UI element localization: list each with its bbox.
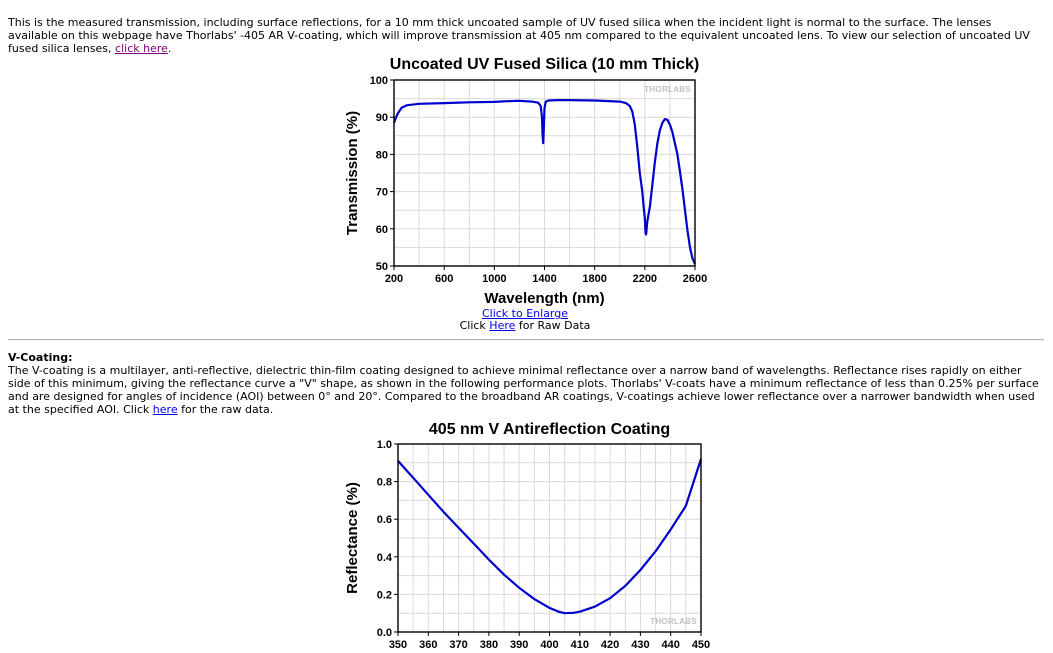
- y-tick-label: 50: [376, 261, 388, 273]
- x-tick-label: 410: [571, 639, 589, 651]
- enlarge-row: Click to Enlarge: [397, 308, 653, 320]
- y-tick-label: 70: [376, 187, 388, 199]
- raw-data-row: Click Here for Raw Data: [397, 320, 653, 332]
- y-tick-label: 0.6: [377, 514, 392, 526]
- thorlabs-watermark: THORLABS: [644, 85, 691, 94]
- intro-tail: .: [167, 42, 172, 55]
- x-tick-label: 380: [480, 639, 498, 651]
- chart-title: Uncoated UV Fused Silica (10 mm Thick): [390, 56, 699, 73]
- x-tick-label: 350: [389, 639, 407, 651]
- series-line-0: [397, 458, 703, 615]
- raw-data-prefix: Click: [459, 319, 490, 332]
- x-tick-label: 2200: [633, 273, 657, 285]
- x-tick-label: 430: [631, 639, 649, 651]
- raw-data-suffix: for Raw Data: [515, 319, 591, 332]
- y-tick-label: 60: [376, 224, 388, 236]
- x-tick-label: 360: [419, 639, 437, 651]
- y-tick-label: 100: [370, 75, 388, 87]
- thorlabs-watermark: THORLABS: [650, 617, 697, 626]
- series-line-0: [392, 98, 697, 265]
- y-tick-label: 0.0: [377, 627, 392, 639]
- raw-data-link[interactable]: Here: [489, 319, 516, 332]
- x-tick-label: 370: [449, 639, 467, 651]
- x-tick-label: 1400: [532, 273, 556, 285]
- reflectance-chart[interactable]: 405 nm V Antireflection Coating THORLABS 3…: [338, 415, 718, 653]
- x-tick-label: 390: [510, 639, 528, 651]
- y-tick-label: 0.8: [377, 477, 392, 489]
- intro-text: This is the measured transmission, inclu…: [8, 16, 1030, 55]
- v-coating-heading: V-Coating:: [8, 351, 73, 364]
- x-tick-label: 200: [385, 273, 403, 285]
- transmission-chart[interactable]: Uncoated UV Fused Silica (10 mm Thick) TH…: [338, 52, 718, 312]
- y-axis-label: Transmission (%): [344, 111, 361, 235]
- x-tick-label: 600: [435, 273, 453, 285]
- y-tick-label: 0.4: [377, 552, 393, 564]
- x-tick-label: 1000: [482, 273, 506, 285]
- chart-title: 405 nm V Antireflection Coating: [429, 421, 670, 438]
- chart-links: Click to Enlarge Click Here for Raw Data: [397, 308, 653, 332]
- section-divider: [8, 339, 1044, 341]
- v-coating-text: The V-coating is a multilayer, anti-refl…: [8, 364, 1039, 416]
- uncoated-lenses-link[interactable]: click here: [115, 42, 168, 55]
- y-tick-label: 0.2: [377, 589, 392, 601]
- v-coating-paragraph: V-Coating: The V-coating is a multilayer,…: [8, 351, 1040, 416]
- y-tick-label: 1.0: [377, 439, 392, 451]
- x-tick-label: 440: [662, 639, 680, 651]
- y-tick-label: 80: [376, 149, 388, 161]
- y-axis-label: Reflectance (%): [344, 482, 361, 594]
- x-tick-label: 1800: [582, 273, 606, 285]
- intro-paragraph: This is the measured transmission, inclu…: [8, 16, 1040, 55]
- v-coating-raw-data-link[interactable]: here: [152, 403, 178, 416]
- y-tick-label: 90: [376, 112, 388, 124]
- x-tick-label: 400: [540, 639, 558, 651]
- x-tick-label: 420: [601, 639, 619, 651]
- x-tick-label: 2600: [683, 273, 707, 285]
- x-axis-label: Wavelength (nm): [484, 290, 604, 307]
- x-tick-label: 450: [692, 639, 710, 651]
- v-coating-tail: for the raw data.: [177, 403, 274, 416]
- click-to-enlarge-link[interactable]: Click to Enlarge: [481, 307, 569, 320]
